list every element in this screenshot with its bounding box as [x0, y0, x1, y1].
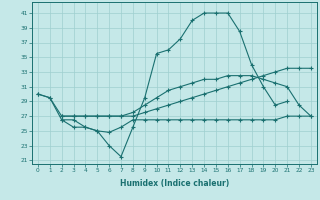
X-axis label: Humidex (Indice chaleur): Humidex (Indice chaleur): [120, 179, 229, 188]
